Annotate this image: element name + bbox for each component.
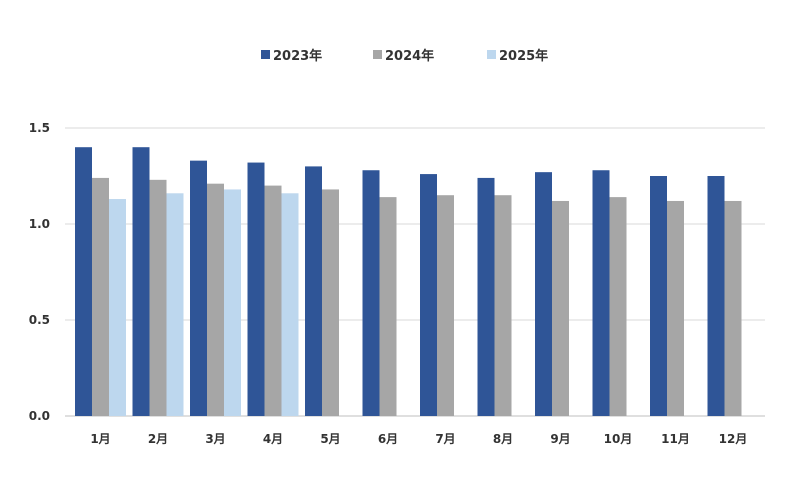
bar-2025年-2月 <box>166 193 184 416</box>
bar-2023年-1月 <box>75 147 92 416</box>
bar-2024年-6月 <box>379 197 397 416</box>
bar-2024年-10月 <box>609 197 627 416</box>
x-tick-label: 10月 <box>604 432 633 446</box>
bar-2025年-1月 <box>109 199 126 416</box>
legend: 2023年 2024年 2025年 <box>0 45 800 65</box>
bar-2024年-12月 <box>724 200 742 416</box>
legend-swatch-2025 <box>487 50 496 59</box>
legend-label-2024: 2024年 <box>385 49 435 64</box>
bar-2024年-9月 <box>552 200 569 416</box>
x-tick-label: 1月 <box>90 432 110 446</box>
x-tick-label: 6月 <box>378 432 398 446</box>
x-tick-label: 5月 <box>320 432 340 446</box>
legend-item-2023: 2023年 <box>261 45 322 64</box>
bar-2023年-9月 <box>535 172 552 416</box>
x-tick-label: 7月 <box>435 432 455 446</box>
x-tick-label: 9月 <box>550 432 570 446</box>
bar-2025年-3月 <box>224 189 241 416</box>
y-tick-label: 1.5 <box>29 121 50 135</box>
bar-2024年-1月 <box>92 177 109 416</box>
bar-2024年-7月 <box>437 195 454 416</box>
y-tick-label: 0.5 <box>29 313 50 327</box>
bar-2024年-4月 <box>264 185 282 416</box>
bar-2025年-4月 <box>281 193 299 416</box>
x-tick-label: 2月 <box>148 432 168 446</box>
legend-label-2023: 2023年 <box>273 49 323 64</box>
legend-label-2025: 2025年 <box>499 49 549 64</box>
bar-2024年-5月 <box>322 189 339 416</box>
legend-item-2024: 2024年 <box>373 45 434 64</box>
x-tick-label: 11月 <box>661 432 690 446</box>
bar-2023年-11月 <box>650 176 667 416</box>
x-tick-label: 8月 <box>493 432 513 446</box>
bar-2023年-3月 <box>190 160 207 416</box>
bar-2023年-8月 <box>477 177 495 416</box>
bar-2023年-7月 <box>420 174 437 416</box>
bar-2023年-4月 <box>247 162 265 416</box>
bar-2023年-6月 <box>362 170 380 416</box>
bar-2023年-2月 <box>132 147 150 416</box>
legend-item-2025: 2025年 <box>487 45 548 64</box>
legend-swatch-2024 <box>373 50 382 59</box>
y-tick-label: 0.0 <box>29 409 50 423</box>
bar-2024年-3月 <box>207 183 224 416</box>
x-tick-label: 3月 <box>205 432 225 446</box>
bar-2023年-10月 <box>592 170 610 416</box>
x-tick-label: 4月 <box>263 432 283 446</box>
x-tick-label: 12月 <box>719 432 748 446</box>
bar-2024年-11月 <box>667 200 684 416</box>
bar-2023年-5月 <box>305 166 322 416</box>
bar-2024年-2月 <box>149 179 167 416</box>
y-tick-label: 1.0 <box>29 217 50 231</box>
bar-2024年-8月 <box>494 195 512 416</box>
bar-2023年-12月 <box>707 176 725 416</box>
legend-swatch-2023 <box>261 50 270 59</box>
